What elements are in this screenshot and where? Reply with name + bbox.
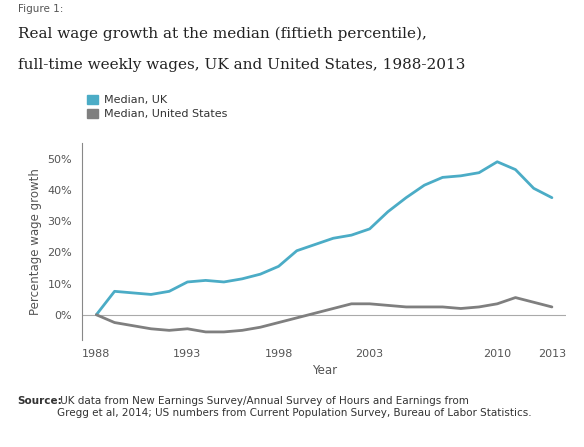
Text: UK data from New Earnings Survey/Annual Survey of Hours and Earnings from
Gregg : UK data from New Earnings Survey/Annual … xyxy=(57,396,532,417)
Legend: Median, UK, Median, United States: Median, UK, Median, United States xyxy=(88,95,227,119)
Text: Real wage growth at the median (fiftieth percentile),: Real wage growth at the median (fiftieth… xyxy=(18,27,426,41)
Text: Figure 1:: Figure 1: xyxy=(18,4,63,14)
Text: Source:: Source: xyxy=(18,396,62,406)
Y-axis label: Percentage wage growth: Percentage wage growth xyxy=(29,168,41,315)
X-axis label: Year: Year xyxy=(311,363,337,377)
Text: full-time weekly wages, UK and United States, 1988-2013: full-time weekly wages, UK and United St… xyxy=(18,58,465,72)
